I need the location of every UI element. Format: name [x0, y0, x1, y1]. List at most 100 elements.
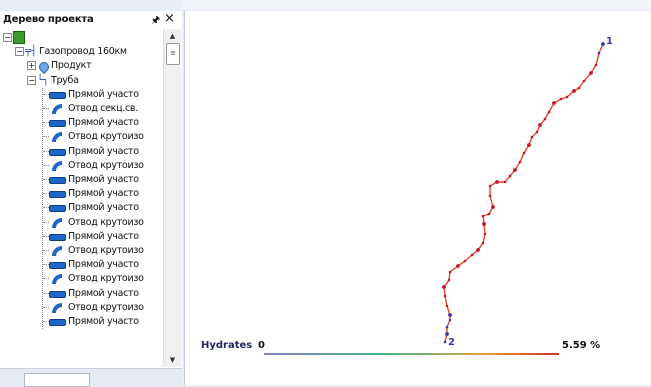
route-node — [442, 285, 446, 289]
tree-connector — [43, 136, 49, 138]
route-node — [481, 241, 485, 245]
tree-item[interactable]: Прямой участо — [2, 116, 162, 129]
tree-item[interactable]: Прямой участо — [2, 230, 162, 243]
tree-item[interactable]: Отвод крутоизо — [2, 216, 162, 229]
tree-item[interactable]: Отвод крутоизо — [2, 130, 162, 143]
route-node — [488, 184, 492, 188]
product-drop-icon — [36, 60, 52, 75]
tree-item[interactable]: − ╤┤ Газопровод 160км — [2, 45, 162, 58]
route-node — [443, 340, 447, 344]
pipe-icon: └┐ — [37, 74, 49, 86]
tree-item[interactable]: Прямой участо — [2, 145, 162, 158]
tree-item-label: Отвод крутоизо — [68, 216, 144, 228]
collapse-icon[interactable]: − — [3, 33, 12, 42]
tree-item[interactable]: Прямой участо — [2, 173, 162, 186]
tree-item[interactable]: Прямой участо — [2, 201, 162, 214]
panel-bottom-bar — [0, 368, 182, 387]
tree-item[interactable]: Прямой участо — [2, 315, 162, 328]
tree-scrollbar[interactable]: ▲ ≡ ▼ — [163, 29, 181, 367]
tree-item[interactable]: Отвод крутоизо — [2, 301, 162, 314]
bend-icon — [52, 246, 62, 256]
bend-icon — [52, 302, 62, 313]
tree-connector — [43, 93, 49, 95]
tree-item[interactable]: Прямой участо — [2, 287, 162, 300]
pin-icon[interactable]: 🖈 — [151, 15, 161, 26]
route-node — [448, 318, 452, 322]
tree-connector — [43, 122, 49, 124]
route-node — [565, 95, 569, 99]
collapse-icon[interactable]: − — [15, 47, 24, 57]
tree-connector-vertical — [42, 87, 43, 330]
straight-segment-icon — [49, 177, 66, 184]
tree-connector — [43, 264, 49, 266]
route-node — [481, 214, 485, 218]
tree-connector — [43, 150, 49, 152]
route-node — [445, 325, 449, 329]
tree-item-label: Прямой участо — [68, 88, 139, 100]
tree-connector — [43, 221, 49, 223]
route-node — [482, 222, 486, 226]
tree-item-label: Прямой участо — [68, 230, 139, 242]
route-node — [522, 151, 526, 155]
tree-connector — [43, 292, 49, 294]
bend-icon — [52, 217, 62, 228]
straight-segment-icon — [49, 148, 66, 156]
collapse-icon[interactable]: − — [27, 75, 36, 85]
tree-item[interactable]: Прямой участо — [2, 88, 162, 101]
tree-connector — [43, 278, 49, 280]
route-node — [582, 79, 586, 83]
tree-connector — [43, 321, 49, 322]
tree-item[interactable]: Отвод крутоизо — [2, 159, 162, 172]
route-node — [589, 71, 593, 75]
top-strip — [183, 0, 651, 9]
legend-color-scale — [264, 353, 559, 355]
route-node — [577, 86, 581, 90]
route-node — [495, 180, 499, 184]
tree-item[interactable]: Отвод секц.св. — [2, 102, 162, 115]
tree-item-label: Продукт — [51, 60, 92, 72]
tree-item[interactable]: Отвод крутоизо — [2, 244, 162, 257]
end-marker-label: 2 — [448, 337, 455, 348]
tree-connector — [43, 164, 49, 166]
route-node — [547, 110, 551, 114]
tree-connector — [43, 193, 49, 195]
bend-icon — [52, 132, 62, 143]
route-node — [508, 174, 512, 178]
tree-item[interactable]: Отвод крутоизо — [2, 272, 162, 285]
tree-item-label: Отвод крутоизо — [68, 245, 144, 256]
route-node — [559, 97, 563, 101]
straight-segment-icon — [49, 262, 66, 270]
route-node — [491, 205, 495, 209]
tree-connector — [43, 179, 49, 180]
tree-item[interactable]: Прямой участо — [2, 258, 162, 271]
straight-segment-icon — [49, 205, 66, 213]
scroll-thumb[interactable]: ≡ — [166, 43, 180, 65]
scroll-up-arrow-icon[interactable]: ▲ — [169, 32, 176, 40]
tree-item[interactable]: + Продукт — [2, 59, 162, 75]
tree-item[interactable]: − — [2, 31, 162, 44]
route-node — [445, 332, 449, 336]
route-node — [543, 117, 547, 121]
tree-item-label: Отвод крутоизо — [68, 131, 144, 143]
tree-item-label: Газопровод 160км — [39, 46, 127, 58]
close-icon[interactable]: × — [164, 11, 175, 26]
tree-item[interactable]: Прямой участо — [2, 187, 162, 200]
route-node — [552, 101, 556, 105]
route-node — [483, 232, 487, 236]
start-marker-label: 1 — [606, 36, 613, 47]
bend-icon — [52, 104, 62, 114]
tree-connector — [43, 250, 49, 251]
tree-item[interactable]: − └┐ Труба — [2, 74, 162, 87]
tree-panel-header: Дерево проекта 🖈 × — [0, 11, 182, 29]
route-node — [476, 248, 480, 252]
project-db-icon — [13, 31, 25, 44]
route-node — [513, 168, 517, 172]
pipeline-icon: ╤┤ — [25, 46, 37, 58]
straight-segment-icon — [49, 120, 66, 128]
tree-item-label: Отвод крутоизо — [68, 159, 144, 171]
expand-icon[interactable]: + — [27, 61, 36, 71]
route-node — [535, 130, 539, 134]
scroll-down-arrow-icon[interactable]: ▼ — [169, 356, 176, 364]
tree-item-label: Отвод секц.св. — [68, 103, 138, 114]
